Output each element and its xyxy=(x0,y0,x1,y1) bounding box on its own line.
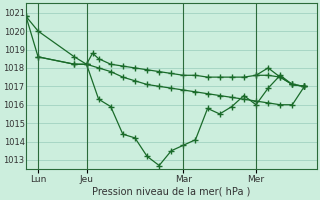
X-axis label: Pression niveau de la mer( hPa ): Pression niveau de la mer( hPa ) xyxy=(92,187,251,197)
